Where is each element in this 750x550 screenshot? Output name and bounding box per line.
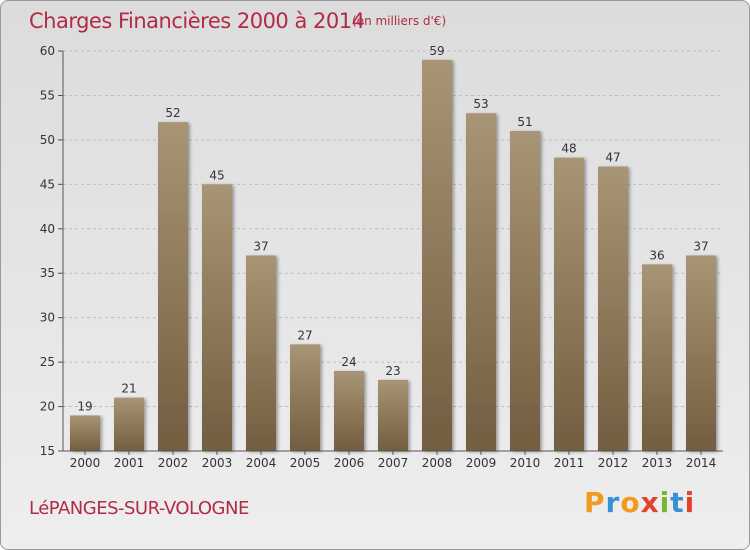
x-tick-label: 2008 (422, 456, 453, 470)
x-tick-label: 2004 (246, 456, 277, 470)
x-tick-label: 2009 (466, 456, 497, 470)
y-tick-label: 60 (40, 44, 55, 58)
x-tick-label: 2003 (202, 456, 233, 470)
data-label: 52 (165, 106, 180, 120)
data-label: 19 (77, 399, 92, 413)
bar-2002 (158, 122, 188, 451)
bar-2012 (598, 166, 628, 452)
bar-2000 (70, 415, 100, 451)
logo-letter: r (605, 486, 621, 519)
bar-2008 (422, 59, 452, 452)
bar-2006 (334, 371, 364, 451)
bar-2004 (246, 255, 276, 451)
data-label: 51 (517, 115, 532, 129)
y-tick-label: 45 (40, 177, 55, 191)
x-tick-label: 2010 (510, 456, 541, 470)
bar-2007 (378, 379, 408, 451)
y-tick-label: 50 (40, 133, 55, 147)
data-label: 37 (693, 239, 708, 253)
data-label: 53 (473, 97, 488, 111)
data-label: 24 (341, 355, 356, 369)
data-label: 47 (605, 151, 620, 165)
chart-subtitle: (en milliers d'€) (352, 14, 447, 28)
bar-2005 (290, 344, 320, 451)
x-tick-label: 2000 (70, 456, 101, 470)
proxiti-logo: Proxiti (584, 486, 695, 519)
bar-2014 (686, 255, 716, 451)
x-tick-label: 2012 (598, 456, 629, 470)
data-label: 23 (385, 364, 400, 378)
bar-2001 (114, 397, 144, 451)
logo-letter: x (640, 486, 660, 519)
chart-title: Charges Financières 2000 à 2014 (29, 9, 365, 33)
bar-2010 (510, 131, 540, 451)
y-tick-label: 15 (40, 444, 55, 458)
x-tick-label: 2014 (686, 456, 717, 470)
data-label: 21 (121, 382, 136, 396)
y-tick-label: 55 (40, 88, 55, 102)
y-tick-label: 20 (40, 400, 55, 414)
y-tick-label: 30 (40, 311, 55, 325)
bar-2011 (554, 157, 584, 451)
x-tick-label: 2006 (334, 456, 365, 470)
logo-letter: t (670, 486, 685, 519)
x-tick-label: 2001 (114, 456, 145, 470)
bar-2003 (202, 184, 232, 452)
data-label: 27 (297, 328, 312, 342)
logo-letter: i (684, 486, 696, 519)
commune-name: LéPANGES-SUR-VOLOGNE (29, 498, 249, 519)
data-label: 45 (209, 168, 224, 182)
y-tick-label: 25 (40, 355, 55, 369)
data-label: 48 (561, 142, 576, 156)
bar-2013 (642, 264, 672, 451)
x-tick-label: 2007 (378, 456, 409, 470)
data-label: 59 (429, 44, 444, 58)
y-tick-label: 40 (40, 222, 55, 236)
logo-letter: i (659, 486, 671, 519)
data-label: 36 (649, 248, 664, 262)
x-tick-label: 2011 (554, 456, 585, 470)
x-tick-label: 2013 (642, 456, 673, 470)
bar-2009 (466, 113, 496, 451)
logo-letter: o (620, 486, 641, 519)
x-tick-label: 2005 (290, 456, 321, 470)
data-label: 37 (253, 239, 268, 253)
y-tick-label: 35 (40, 266, 55, 280)
logo-letter: P (584, 486, 606, 519)
x-tick-label: 2002 (158, 456, 189, 470)
